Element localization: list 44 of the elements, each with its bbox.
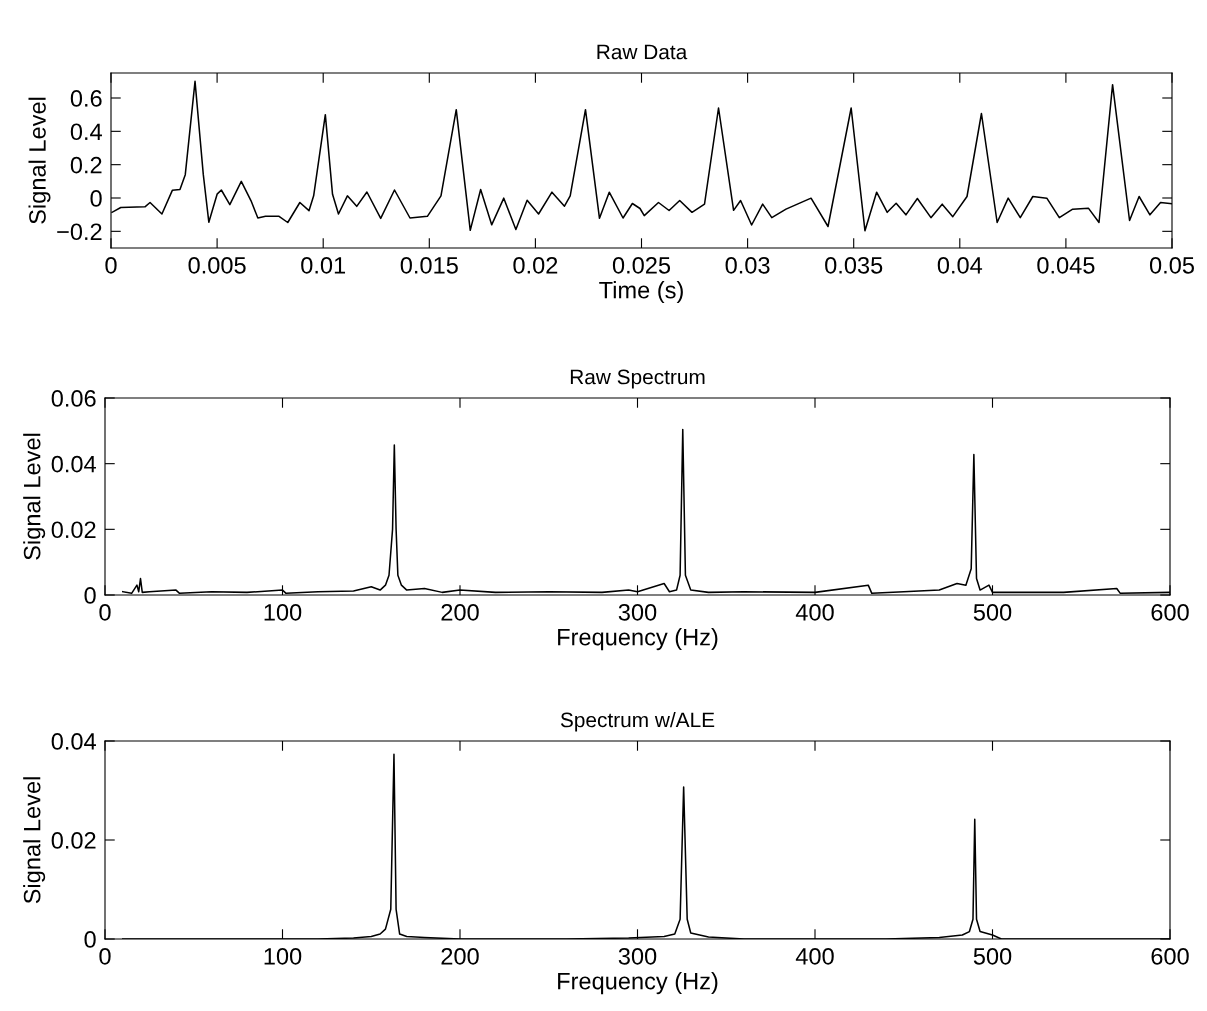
x-axis-title: Time (s)	[599, 281, 683, 304]
x-tick-label: 0.04	[937, 256, 983, 274]
y-axis-title: Signal Level	[23, 433, 46, 560]
x-tick-label: 0.035	[825, 256, 883, 274]
x-tick-label: 0.005	[188, 256, 246, 274]
x-tick-label: 200	[441, 603, 479, 621]
x-axis-title: Frequency (Hz)	[558, 972, 718, 995]
x-tick-label: 600	[1151, 603, 1189, 621]
x-tick-label: 400	[795, 603, 834, 621]
x-axis-title: Frequency (Hz)	[558, 628, 718, 651]
x-tick-label: 0.03	[725, 256, 770, 274]
y-tick-label: 0.02	[51, 832, 96, 849]
y-tick-label: 0.02	[51, 521, 96, 539]
y-tick-label: 0.04	[51, 733, 96, 750]
y-tick-label: 0	[90, 190, 102, 207]
x-tick-label: 600	[1151, 947, 1189, 965]
y-tick-label: 0	[84, 931, 96, 948]
x-tick-label: 300	[618, 947, 657, 965]
y-tick-label: −0.2	[57, 223, 102, 241]
y-tick-label: 0.04	[51, 455, 96, 473]
x-tick-label: 0.05	[1149, 256, 1194, 274]
x-tick-label: 100	[264, 947, 302, 965]
x-tick-label: 100	[264, 603, 302, 621]
chart-title: Spectrum w/ALE	[560, 712, 715, 732]
x-tick-label: 0.01	[301, 256, 346, 274]
x-tick-label: 0.02	[513, 256, 558, 274]
x-tick-label: 500	[973, 947, 1012, 965]
x-tick-label: 200	[441, 947, 479, 965]
y-tick-label: 0.6	[70, 90, 102, 107]
x-tick-label: 500	[973, 603, 1012, 621]
y-tick-label: 0.2	[70, 156, 102, 174]
x-tick-label: 0.015	[400, 256, 458, 274]
chart-title: Raw Spectrum	[570, 369, 705, 389]
y-tick-label: 0.4	[70, 123, 102, 141]
x-tick-label: 400	[795, 947, 834, 965]
y-axis-title: Signal Level	[28, 97, 51, 224]
chart-title: Raw Data	[597, 44, 688, 60]
y-axis-title: Signal Level	[23, 777, 46, 904]
x-tick-label: 0	[105, 256, 117, 274]
x-tick-label: 0.025	[612, 256, 671, 274]
y-tick-label: 0.06	[51, 390, 96, 407]
x-tick-label: 0.045	[1037, 256, 1095, 274]
y-tick-label: 0	[84, 587, 96, 604]
x-tick-label: 300	[618, 603, 657, 621]
